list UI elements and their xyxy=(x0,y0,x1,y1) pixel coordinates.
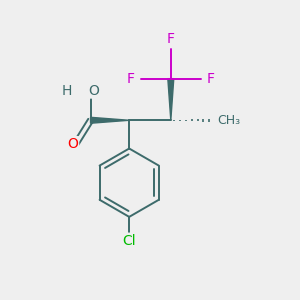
Text: O: O xyxy=(88,84,99,98)
Polygon shape xyxy=(168,79,174,120)
Text: F: F xyxy=(127,72,135,86)
Polygon shape xyxy=(91,117,129,123)
Text: Cl: Cl xyxy=(122,234,136,248)
Text: O: O xyxy=(67,137,78,151)
Text: CH₃: CH₃ xyxy=(217,114,240,127)
Text: F: F xyxy=(207,72,215,86)
Text: F: F xyxy=(167,32,175,46)
Text: H: H xyxy=(61,84,72,98)
